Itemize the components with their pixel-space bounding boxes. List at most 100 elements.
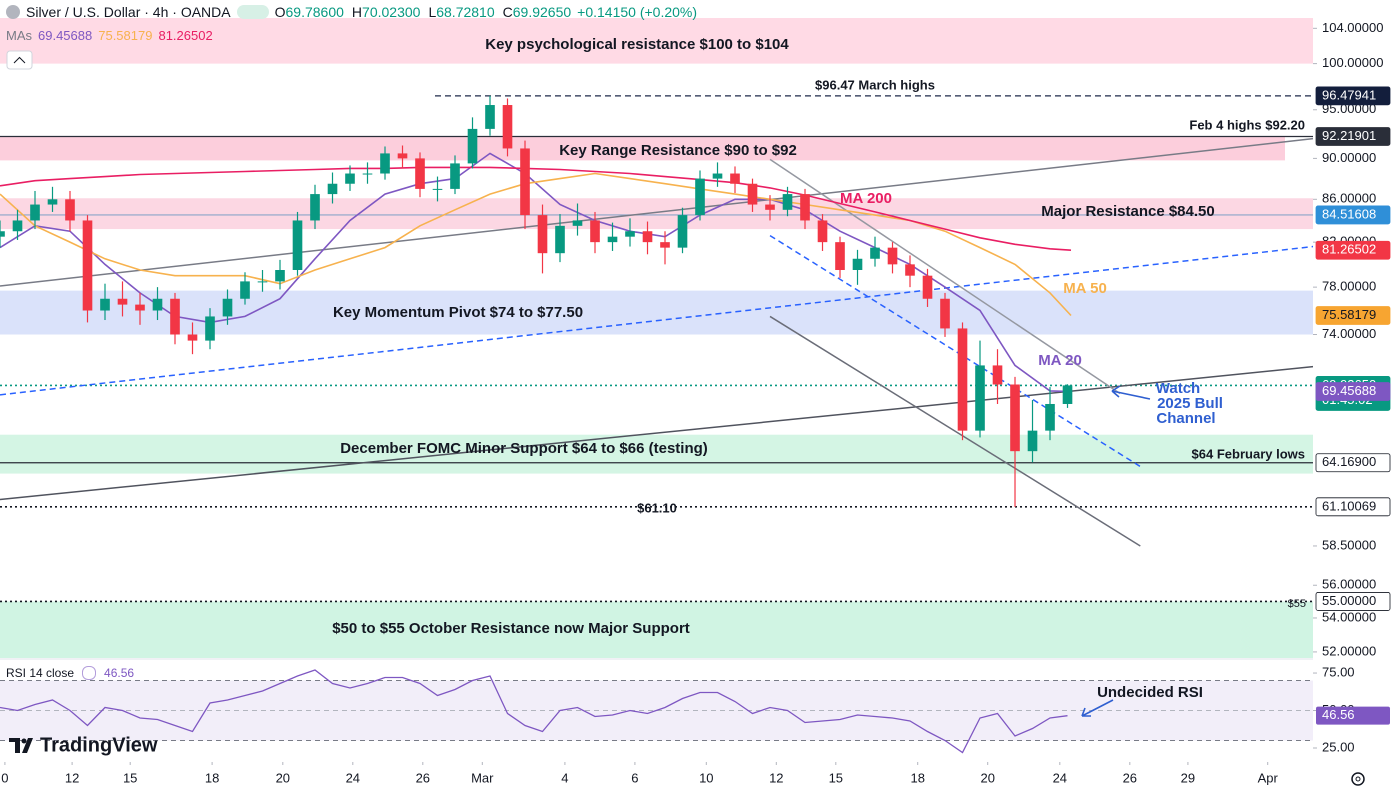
candle-body — [590, 220, 600, 243]
x-tick-label: 18 — [910, 770, 924, 785]
y-tick-label: 54.00000 — [1322, 609, 1376, 624]
x-tick-label: 10 — [699, 770, 713, 785]
symbol-icon — [6, 5, 20, 19]
ohlc: O69.78600 H70.02300 L68.72810 C69.92650 — [275, 4, 572, 20]
candle-body — [730, 173, 740, 184]
rsi-line — [0, 669, 1068, 754]
x-tick-label: Mar — [471, 770, 494, 785]
trend-line — [0, 137, 1314, 287]
y-tick-label: 58.50000 — [1322, 537, 1376, 552]
annotation: $50 to $55 October Resistance now Major … — [332, 620, 690, 637]
candle-body — [502, 105, 513, 149]
x-tick-label: 24 — [1053, 770, 1067, 785]
ma-legend: MAs 69.45688 75.58179 81.26502 — [6, 28, 213, 43]
candle-body — [82, 220, 93, 311]
candle-body — [712, 173, 723, 179]
price-tag — [1315, 205, 1391, 225]
price-tag — [1315, 382, 1391, 401]
price-tag — [1316, 706, 1390, 725]
ma-value: 75.58179 — [98, 28, 153, 43]
x-tick-label: 12 — [769, 770, 783, 785]
candle-body — [65, 199, 75, 221]
price-tag-label: 64.16900 — [1322, 454, 1376, 469]
x-tick-label: 26 — [1123, 770, 1137, 785]
price-tag-label: 69.45688 — [1322, 383, 1376, 398]
collapse-button[interactable] — [6, 50, 33, 70]
x-tick-label: 18 — [205, 770, 219, 785]
y-tick-label: 75.00 — [1322, 664, 1355, 679]
candle-body — [677, 215, 688, 248]
candle-body — [485, 105, 495, 129]
candle-body — [0, 231, 5, 237]
candle-body — [187, 334, 198, 341]
candle-body — [992, 365, 1003, 385]
y-tick-label: 90.00000 — [1322, 150, 1376, 165]
series-label: MA 200 — [840, 190, 892, 207]
candle-body — [152, 298, 163, 311]
annotation: Channel — [1156, 410, 1215, 427]
annotation: $55 — [1288, 598, 1306, 610]
ohlc-item: O69.78600 — [275, 4, 344, 20]
symbol-title: Silver / U.S. Dollar · 4h · OANDA — [26, 4, 231, 20]
rsi-title: RSI 14 close — [6, 666, 75, 680]
price-tag-label: 92.21901 — [1322, 128, 1376, 143]
annotation: December FOMC Minor Support $64 to $66 (… — [340, 440, 708, 457]
annotation: Major Resistance $84.50 — [1041, 203, 1214, 220]
candle-body — [835, 242, 845, 271]
price-tag-label: 46.56 — [1322, 707, 1355, 722]
candle-body — [170, 298, 180, 335]
trend-line — [769, 315, 1141, 547]
ohlc-value: 69.78600 — [285, 4, 344, 20]
price-tag — [1315, 127, 1391, 146]
candle-body — [292, 220, 303, 271]
ohlc-item: L68.72810 — [428, 4, 494, 20]
price-tag-label: 96.47941 — [1322, 87, 1376, 102]
trend-line — [769, 234, 1141, 468]
series-label: MA 50 — [1063, 280, 1107, 297]
candle-body — [520, 148, 530, 216]
chevron — [13, 56, 26, 64]
zone — [0, 434, 1313, 474]
y-tick-label: 104.00000 — [1322, 20, 1383, 35]
candle-body — [852, 258, 863, 271]
rsi-legend: RSI 14 close 46.56 — [6, 666, 134, 680]
y-tick-label: 25.00 — [1322, 739, 1355, 754]
candle-body — [800, 194, 810, 221]
candle-body — [415, 158, 425, 189]
candle-body — [957, 328, 968, 431]
candle-body — [275, 270, 285, 282]
x-tick-label: 20 — [980, 770, 994, 785]
candle-body — [695, 178, 705, 216]
annotation: Key psychological resistance $100 to $10… — [485, 36, 789, 53]
candle-body — [1062, 385, 1073, 404]
candle-body — [432, 188, 443, 190]
ohlc-item: C69.92650 — [503, 4, 572, 20]
price-tag-label: 84.51608 — [1322, 206, 1376, 221]
series-label: MA 20 — [1038, 352, 1082, 369]
candle-body — [922, 275, 933, 299]
candle-body — [555, 225, 565, 254]
x-tick-label: 24 — [346, 770, 360, 785]
arrow — [1081, 699, 1114, 717]
candle-body — [1045, 403, 1055, 431]
zone — [0, 290, 1313, 335]
settings-icon[interactable] — [1351, 772, 1365, 786]
legend-header: Silver / U.S. Dollar · 4h · OANDA O69.78… — [6, 4, 697, 20]
ohlc-key: H — [351, 4, 363, 20]
candle-body — [817, 220, 828, 243]
candle-body — [782, 194, 793, 210]
price-tag — [1315, 240, 1391, 260]
annotation: $96.47 March highs — [815, 77, 935, 92]
settings-icon — [1355, 776, 1361, 782]
price-tag-label: 61.10069 — [1322, 498, 1376, 513]
ma-value: 69.45688 — [38, 28, 93, 43]
candle-body — [450, 163, 460, 189]
ohlc-key: O — [274, 4, 286, 20]
x-tick-label: 6 — [631, 770, 638, 785]
candle-body — [642, 231, 653, 243]
x-tick-label: 26 — [416, 770, 430, 785]
ma-value: 81.26502 — [158, 28, 213, 43]
x-tick-label: 29 — [1181, 770, 1195, 785]
